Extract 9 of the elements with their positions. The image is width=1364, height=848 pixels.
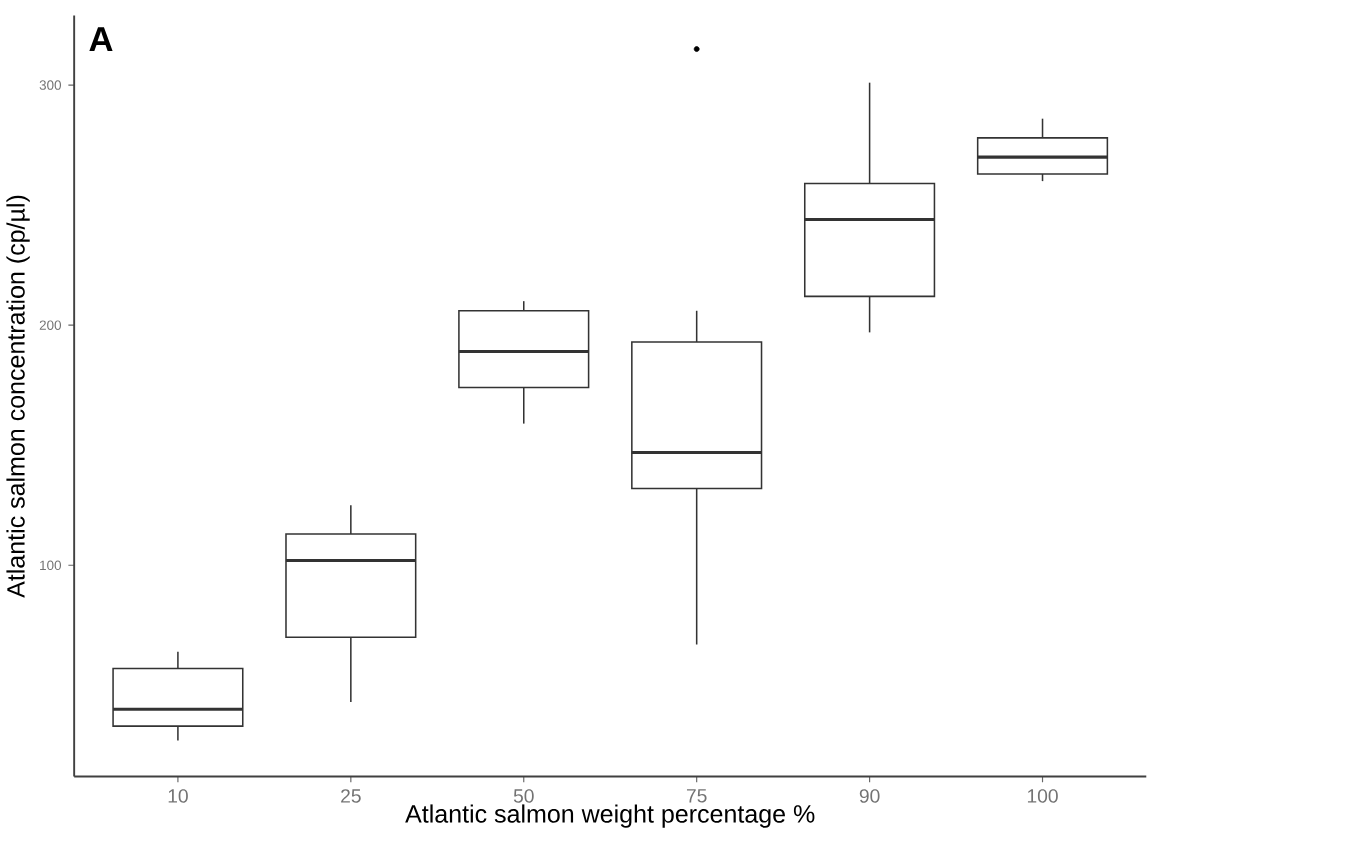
x-tick-label: 25 — [341, 789, 361, 803]
y-axis-title: Atlantic salmon concentration (cp/µl) — [6, 195, 30, 598]
x-tick-label: 10 — [168, 789, 188, 803]
x-tick-label: 100 — [1027, 789, 1058, 803]
x-tick-label: 75 — [686, 789, 707, 803]
x-tick-label: 90 — [859, 789, 880, 803]
chart-title: A — [89, 27, 113, 52]
x-axis-title: Atlantic salmon weight percentage % — [405, 804, 815, 828]
x-tick-label: 50 — [513, 789, 534, 803]
